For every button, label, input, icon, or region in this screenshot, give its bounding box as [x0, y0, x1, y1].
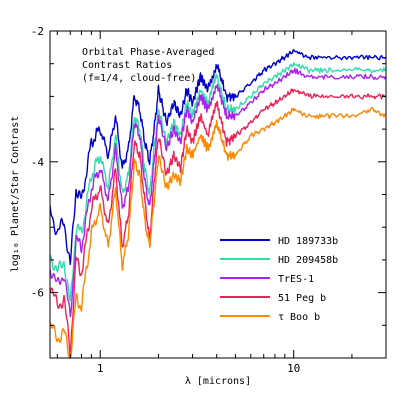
y-tick-label: -4 [31, 156, 45, 169]
legend: HD 189733b HD 209458b TrES-1 51 Peg b τ Boo … [220, 236, 338, 323]
series-line [50, 106, 386, 358]
y-tick-label: -2 [31, 25, 44, 38]
y-tick-label: -6 [31, 287, 44, 300]
series-line [50, 88, 386, 357]
x-tick-label: 10 [287, 362, 300, 375]
series-τ-boo-b [50, 106, 386, 358]
legend-label: TrES-1 [278, 274, 314, 285]
legend-item: TrES-1 [220, 274, 314, 285]
annotation-line-3: (f=1/4, cloud-free) [82, 73, 196, 84]
annotation-line-2: Contrast Ratios [82, 60, 172, 71]
legend-label: τ Boo b [278, 312, 320, 323]
series-line [50, 49, 386, 266]
legend-item: HD 189733b [220, 236, 338, 247]
series-tres-1 [50, 67, 386, 318]
legend-item: τ Boo b [220, 312, 320, 323]
legend-label: HD 209458b [278, 255, 338, 266]
series-layer [50, 49, 386, 358]
x-axis-label: λ [microns] [185, 376, 251, 387]
x-tick-label: 1 [97, 362, 104, 375]
series-line [50, 67, 386, 318]
annotation-line-1: Orbital Phase-Averaged [82, 47, 214, 58]
legend-item: 51 Peg b [220, 293, 326, 304]
axis-ticks: 1 10 -6 -4 -2 [31, 25, 387, 375]
legend-label: HD 189733b [278, 236, 338, 247]
series-51-peg-b [50, 88, 386, 357]
y-axis-label: log₁₀ Planet/Star Contrast [10, 116, 21, 273]
legend-item: HD 209458b [220, 255, 338, 266]
series-hd-189733b [50, 49, 386, 266]
legend-label: 51 Peg b [278, 293, 326, 304]
